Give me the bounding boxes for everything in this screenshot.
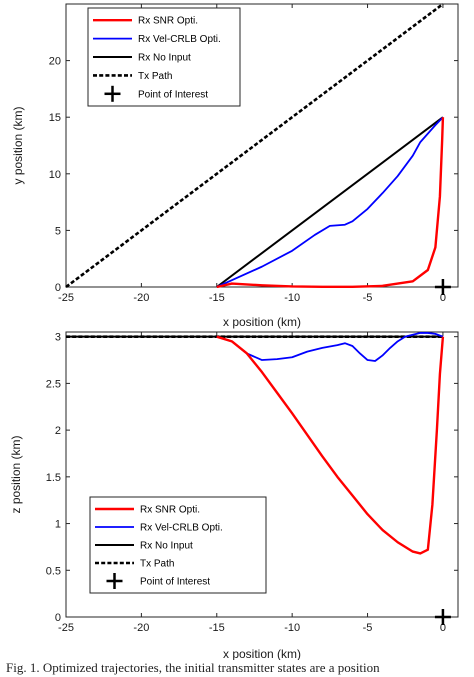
top-plot-xy: -25 -20 -15 -10 -5 0 0 5 10 15 20 x position (km) y … [11, 3, 459, 329]
legend-marker-point-of-interest [104, 85, 121, 102]
y-tick-label: 5 [55, 225, 61, 237]
x-tick-label: -25 [58, 622, 74, 634]
x-tick-label: -10 [284, 622, 300, 634]
y-tick-label: 0.5 [46, 565, 61, 577]
y-axis-label: y position (km) [11, 106, 25, 184]
y-tick-label: 15 [49, 112, 61, 124]
legend: Rx SNR Opti. Rx Vel-CRLB Opti. Rx No Input… [89, 496, 267, 594]
legend: Rx SNR Opti. Rx Vel-CRLB Opti. Rx No Input… [87, 7, 241, 107]
point-of-interest-marker [434, 609, 451, 625]
x-tick-label: -10 [284, 292, 300, 304]
y-tick-label: 2 [55, 425, 61, 437]
x-tick-label: -25 [58, 292, 74, 304]
series-line-rx-snr-opti [216, 117, 445, 288]
x-tick-label: -5 [363, 622, 373, 634]
y-tick-label: 2.5 [46, 378, 61, 390]
y-tick-label: 20 [49, 56, 61, 68]
legend-entry-label: Tx Path [140, 559, 174, 570]
x-tick-label: 0 [440, 622, 446, 634]
bottom-plot-xz: -25 -20 -15 -10 -5 0 0 0.5 1 1.5 2 2.5 3 x position (… [9, 331, 459, 660]
legend-entry-label: Point of Interest [140, 577, 210, 588]
x-tick-label: -5 [363, 292, 373, 304]
y-tick-label: 1.5 [46, 472, 61, 484]
x-tick-label: 0 [440, 292, 446, 304]
y-tick-label: 3 [55, 332, 61, 344]
x-axis-label: x position (km) [223, 647, 301, 660]
legend-marker-point-of-interest [106, 573, 123, 589]
legend-entry-label: Rx SNR Opti. [140, 505, 200, 516]
legend-entry-label: Rx SNR Opti. [138, 16, 198, 27]
x-axis-label: x position (km) [223, 315, 301, 329]
y-tick-label: 0 [55, 612, 61, 624]
y-tick-label: 0 [55, 282, 61, 294]
y-tick-label: 10 [49, 169, 61, 181]
series-line-tx-path [65, 3, 444, 288]
x-tick-label: -20 [133, 292, 149, 304]
legend-entry-label: Point of Interest [138, 89, 208, 100]
x-tick-label: -15 [209, 622, 225, 634]
series-group [66, 332, 445, 555]
legend-entry-label: Rx No Input [138, 53, 191, 64]
legend-entry-label: Rx Vel-CRLB Opti. [140, 523, 223, 534]
y-axis-label: z position (km) [9, 435, 23, 513]
x-tick-label: -15 [209, 292, 225, 304]
series-line-rx-snr-opti [216, 335, 445, 555]
legend-entry-label: Rx No Input [140, 541, 193, 552]
figure-caption: Fig. 1. Optimized trajectories, the init… [6, 660, 380, 675]
legend-entry-label: Rx Vel-CRLB Opti. [138, 34, 221, 45]
series-group [65, 3, 445, 288]
point-of-interest-marker [434, 279, 451, 295]
series-line-rx-vel-crlb-opti [216, 116, 444, 288]
series-line-rx-no-input [216, 116, 444, 288]
x-tick-label: -20 [133, 622, 149, 634]
y-tick-label: 1 [55, 519, 61, 531]
legend-entry-label: Tx Path [138, 71, 172, 82]
series-line-rx-vel-crlb-opti [216, 332, 444, 362]
